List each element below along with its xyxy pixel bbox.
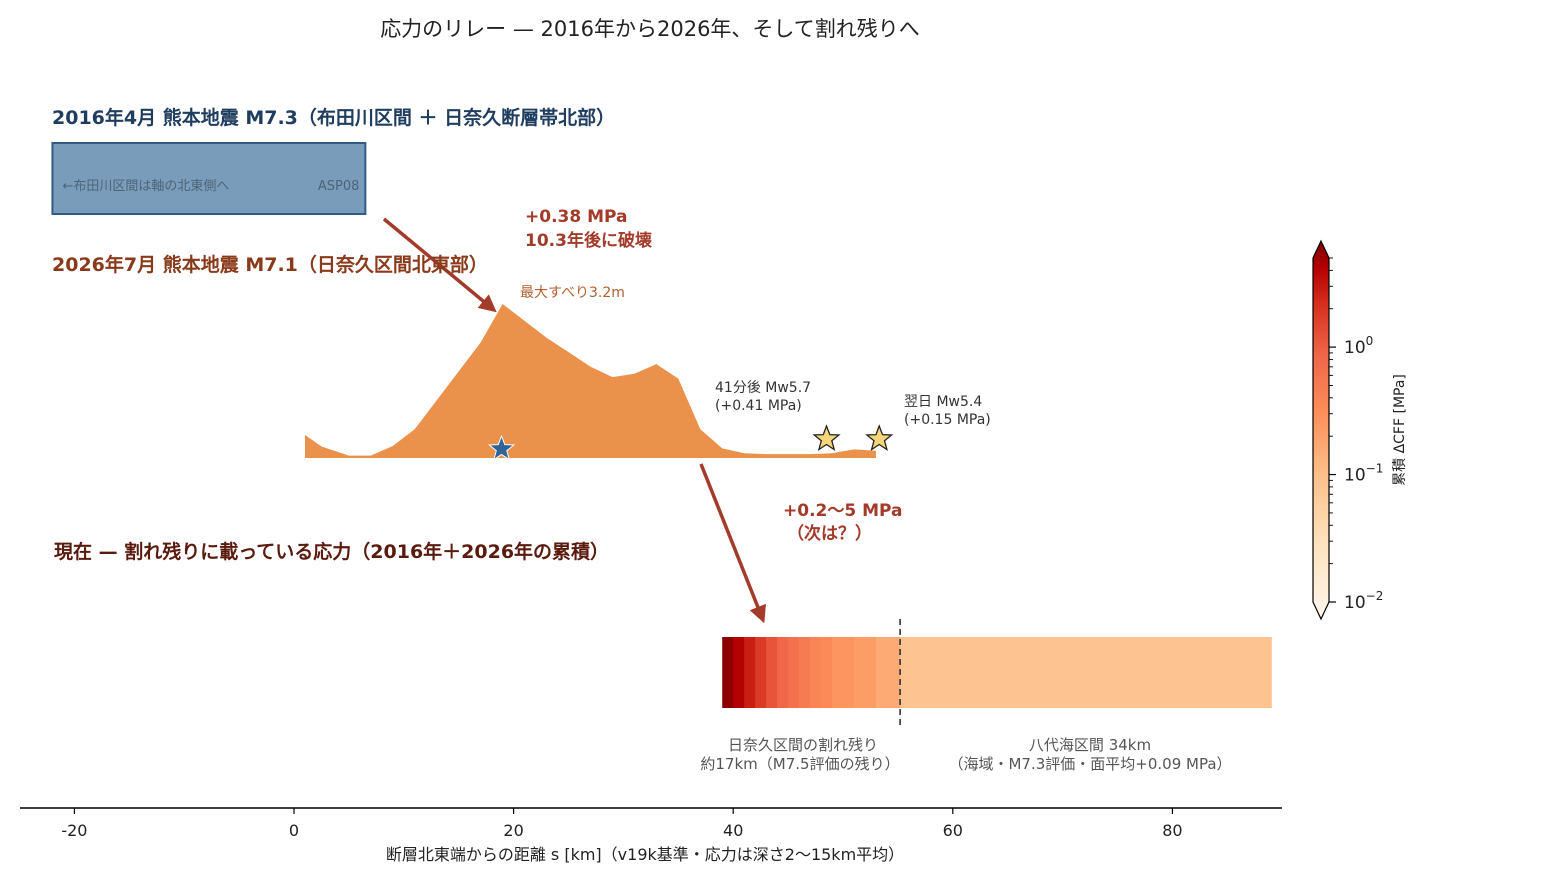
relay-arrow-2026-next [699,463,766,624]
max-slip-label: 最大すべり3.2m [520,285,625,301]
colorbar-tick-label: 10−1 [1344,462,1383,486]
colorbar-tick-label: 10−2 [1344,589,1383,613]
stress-segment [875,637,901,708]
colorbar-label: 累積 ΔCFF [MPa] [1392,374,1408,486]
stress-segment [766,637,778,708]
stress-segment [799,637,811,708]
hypocenter-star [487,434,516,461]
stress-segment [900,637,1272,708]
x-tick-label: 0 [289,821,299,840]
rupture-2016-left-label: ←布田川区間は軸の北東側へ [62,178,229,194]
aftershock-1-dcff: (+0.41 MPa) [715,398,802,414]
relay-next-value: +0.2〜5 MPa [783,501,903,521]
relay-2016-value: +0.38 MPa [525,207,628,227]
aftershock-2-dcff: (+0.15 MPa) [904,412,991,428]
relay-next-question: （次は？） [787,523,872,544]
stress-segment [777,637,789,708]
stress-segment [810,637,822,708]
stress-segment [722,637,734,708]
x-tick-label: 40 [723,821,743,840]
rupture-2016-box [51,142,367,215]
aftershock-star-1 [812,424,841,451]
yatsushiro-segment-label-2: （海域・M7.3評価・面平均+0.09 MPa） [948,755,1231,773]
colorbar-tick-label: 100 [1344,334,1373,358]
slip-profile-2026 [304,304,876,458]
remaining-segment-label-2: 約17km（M7.5評価の残り） [700,755,899,773]
x-tick-label: 60 [943,821,963,840]
heading-2016: 2016年4月 熊本地震 M7.3（布田川区間 ＋ 日奈久断層帯北部） [52,106,615,129]
remaining-segment-label-1: 日奈久区間の割れ残り [728,736,878,754]
stress-segment [788,637,800,708]
x-tick-label: -20 [61,821,87,840]
chart-title: 応力のリレー — 2016年から2026年、そして割れ残りへ [380,17,920,41]
relay-2016-delay: 10.3年後に破壊 [525,230,653,251]
aftershock-1-label: 41分後 Mw5.7 [715,380,811,396]
rupture-2016-right-label: ASP08 [318,179,360,194]
stress-segment [853,637,877,708]
stress-segment [821,637,833,708]
x-tick-label: 20 [503,821,523,840]
aftershock-2-label: 翌日 Mw5.4 [904,394,982,410]
stress-segment [832,637,855,708]
colorbar [1312,239,1330,621]
yatsushiro-segment-label-1: 八代海区間 34km [1029,736,1151,754]
stress-segment [733,637,745,708]
stress-segment [755,637,767,708]
x-tick-label: 80 [1162,821,1182,840]
relay-arrow-2016-2026 [382,217,497,313]
x-axis-label: 断層北東端からの距離 s [km]（v19k基準・応力は深さ2〜15km平均） [386,845,904,864]
heading-now: 現在 — 割れ残りに載っている応力（2016年＋2026年の累積） [54,540,609,563]
heading-2026: 2026年7月 熊本地震 M7.1（日奈久区間北東部） [52,253,488,276]
aftershock-star-2 [865,424,894,451]
stress-segment [744,637,756,708]
